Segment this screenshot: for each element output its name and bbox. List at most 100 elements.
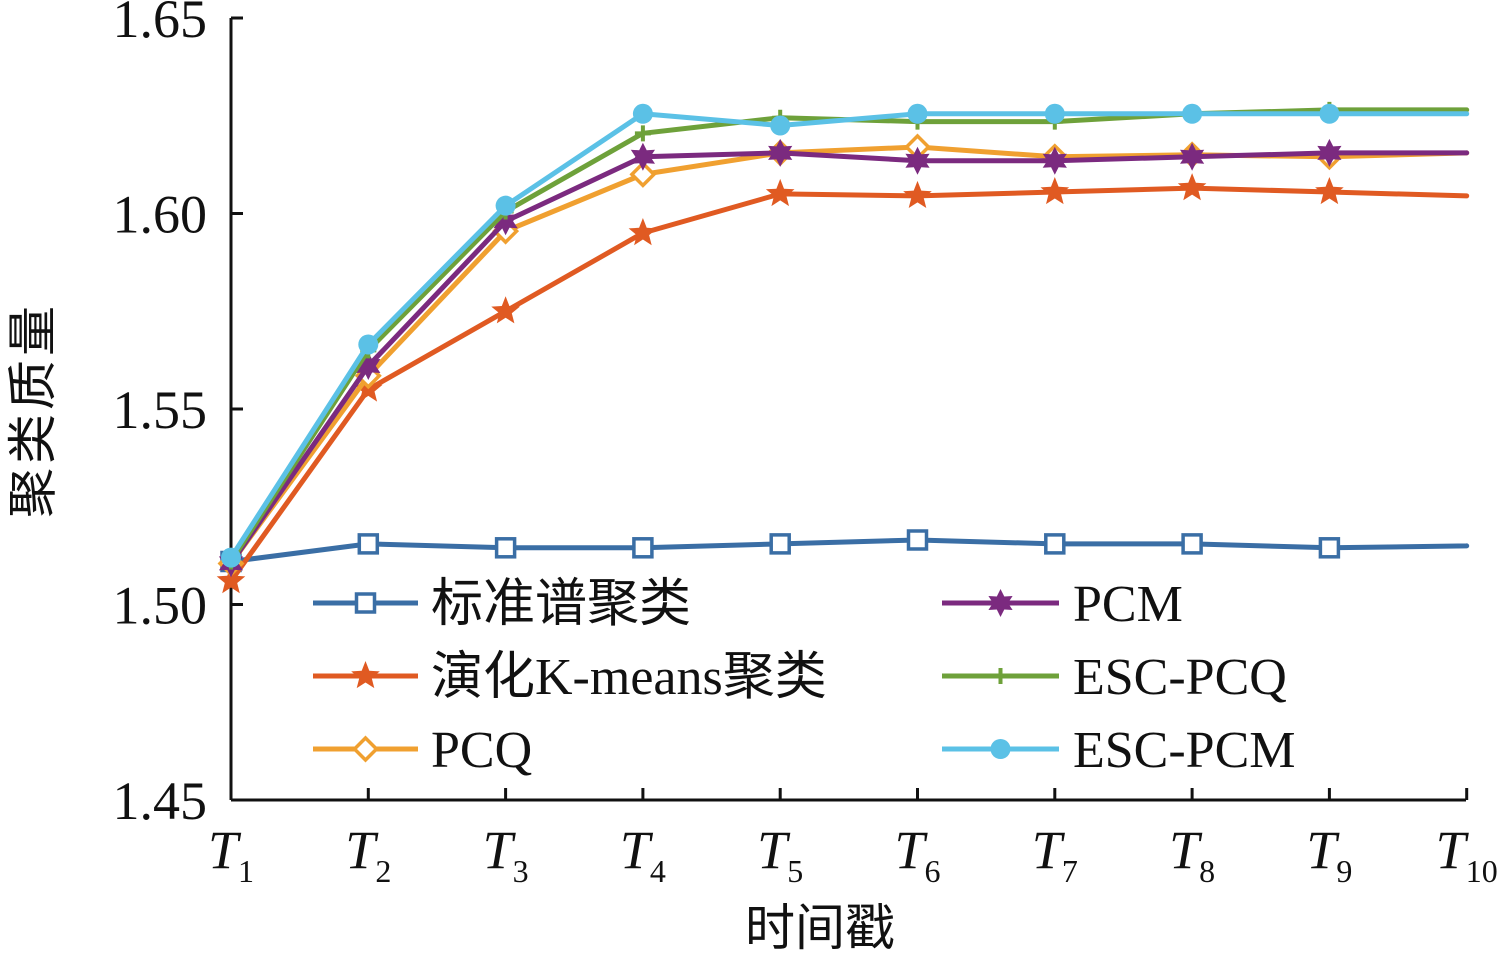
data-point: [628, 218, 658, 246]
y-ticks: 1.45 1.50 1.55 1.60 1.65: [113, 0, 243, 831]
y-tick-label: 1.50: [113, 576, 208, 636]
legend-item: 演化K-means聚类: [313, 649, 827, 706]
x-axis-title: 时间戳: [745, 899, 895, 957]
x-tick-sub: 5: [787, 853, 803, 889]
series-line: [230, 537, 1470, 564]
data-point: [629, 160, 657, 188]
data-point: [357, 533, 380, 555]
x-tick-main: T: [1306, 820, 1340, 880]
data-point: [216, 566, 246, 594]
legend-label: 演化K-means聚类: [431, 649, 827, 706]
data-point: [495, 195, 516, 216]
data-point: [905, 146, 930, 175]
x-tick-main: T: [757, 820, 791, 880]
legend-marker: [992, 668, 1009, 684]
x-tick-sub: 7: [1062, 853, 1078, 889]
legend-marker: [352, 735, 379, 763]
data-point: [1177, 173, 1207, 201]
x-tick-label: T8: [1169, 820, 1215, 889]
legend-item: PCQ: [313, 722, 532, 779]
data-point: [1044, 533, 1066, 555]
legend-marker: [990, 739, 1011, 759]
series-5: [221, 103, 1470, 568]
series-line: [228, 185, 1470, 583]
x-tick-sub: 3: [513, 853, 529, 889]
y-tick-label: 1.65: [113, 0, 208, 49]
x-tick-label: T6: [894, 820, 940, 889]
y-tick-label: 1.60: [113, 185, 208, 245]
data-point: [221, 547, 241, 568]
x-tick-sub: 8: [1199, 853, 1215, 889]
x-tick-sub: 9: [1336, 853, 1352, 889]
x-tick-label: T5: [757, 820, 803, 889]
data-point: [632, 103, 653, 124]
series-0: [220, 529, 1470, 573]
x-tick-sub: 10: [1466, 853, 1497, 889]
series-line: [228, 144, 1470, 565]
data-point: [1319, 103, 1340, 124]
legend-item: ESC-PCQ: [942, 649, 1287, 706]
legend-label: 标准谱聚类: [431, 576, 691, 633]
data-point: [491, 296, 520, 324]
legend-label: ESC-PCM: [1073, 722, 1296, 779]
y-tick-label: 1.55: [113, 380, 208, 440]
data-point: [907, 103, 928, 124]
x-tick-sub: 1: [238, 853, 254, 889]
data-point: [1044, 103, 1065, 124]
data-point: [1042, 146, 1067, 175]
x-tick-main: T: [345, 820, 379, 880]
legend-label: ESC-PCQ: [1073, 649, 1287, 706]
legend-label: PCQ: [431, 722, 532, 779]
legend-marker: [354, 592, 377, 614]
series-line: [228, 107, 1470, 563]
legend-item: 标准谱聚类: [313, 576, 691, 633]
series-3: [218, 138, 1470, 578]
data-point: [906, 529, 929, 551]
series-2: [217, 133, 1470, 577]
data-point: [1182, 103, 1203, 124]
x-tick-label: T10: [1436, 820, 1497, 889]
data-point: [1317, 138, 1342, 167]
data-point: [494, 537, 517, 559]
x-tick-main: T: [1032, 820, 1066, 880]
legend-marker: [988, 589, 1013, 617]
x-tick-label: T2: [345, 820, 391, 889]
series-layer: [216, 101, 1470, 594]
x-tick-label: T1: [208, 820, 254, 889]
data-point: [634, 125, 651, 142]
x-tick-label: T4: [620, 820, 666, 889]
x-tick-sub: 6: [925, 853, 941, 889]
legend-item: ESC-PCM: [942, 722, 1296, 779]
data-point: [765, 178, 795, 207]
series-1: [216, 173, 1470, 594]
x-tick-sub: 4: [650, 853, 666, 889]
x-tick-sub: 2: [375, 853, 391, 889]
x-tick-main: T: [894, 820, 928, 880]
data-point: [630, 142, 655, 171]
data-point: [1180, 142, 1205, 171]
data-point: [1315, 177, 1344, 205]
x-tick-main: T: [620, 820, 654, 880]
data-point: [1318, 537, 1341, 559]
data-point: [770, 115, 791, 136]
data-point: [1181, 533, 1203, 555]
x-tick-label: T3: [483, 820, 529, 889]
data-point: [356, 352, 381, 380]
x-tick-main: T: [1436, 820, 1470, 880]
data-point: [903, 180, 932, 208]
y-axis-title: 聚类质量: [4, 302, 62, 518]
x-tick-main: T: [1169, 820, 1203, 880]
data-point: [769, 533, 791, 555]
legend-label: PCM: [1073, 576, 1183, 633]
series-line: [228, 111, 1470, 559]
data-point: [493, 207, 518, 236]
legend-marker: [351, 661, 380, 689]
x-tick-label: T7: [1032, 820, 1078, 889]
x-tick-main: T: [208, 820, 242, 880]
data-point: [1040, 177, 1070, 205]
data-point: [632, 537, 654, 559]
data-point: [358, 334, 379, 355]
series-line: [228, 150, 1470, 565]
